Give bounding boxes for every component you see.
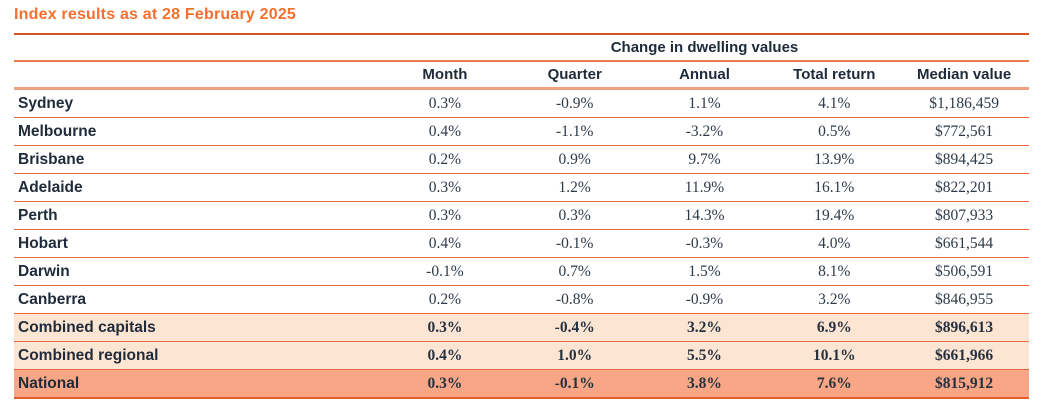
cell-annual: -3.2% <box>639 117 770 146</box>
cell-median-value: $822,201 <box>899 173 1029 202</box>
table-row-combined-capitals: Combined capitals 0.3% -0.4% 3.2% 6.9% $… <box>14 313 1029 342</box>
row-label: Darwin <box>14 257 380 286</box>
cell-annual: 1.5% <box>639 257 770 286</box>
table-header: Change in dwelling values Month Quarter … <box>14 33 1029 90</box>
cell-total-return: 13.9% <box>769 145 900 174</box>
group-header: Change in dwelling values <box>380 33 1029 62</box>
cell-quarter: 1.0% <box>509 341 640 370</box>
column-header-quarter: Quarter <box>509 61 640 90</box>
row-label: National <box>14 369 380 399</box>
cell-median-value: $661,966 <box>899 341 1029 370</box>
row-label: Hobart <box>14 229 380 258</box>
row-label: Sydney <box>14 88 380 118</box>
cell-quarter: -0.1% <box>509 369 640 399</box>
cell-median-value: $661,544 <box>899 229 1029 258</box>
cell-annual: 1.1% <box>639 88 770 118</box>
table-row-melbourne: Melbourne 0.4% -1.1% -3.2% 0.5% $772,561 <box>14 117 1029 146</box>
cell-annual: 9.7% <box>639 145 770 174</box>
cell-annual: 14.3% <box>639 201 770 230</box>
cell-total-return: 3.2% <box>769 285 900 314</box>
cell-quarter: 1.2% <box>509 173 640 202</box>
table-row-brisbane: Brisbane 0.2% 0.9% 9.7% 13.9% $894,425 <box>14 145 1029 174</box>
row-label: Combined capitals <box>14 313 380 342</box>
cell-annual: 3.2% <box>639 313 770 342</box>
column-header-annual: Annual <box>639 61 770 90</box>
cell-median-value: $846,955 <box>899 285 1029 314</box>
row-label: Combined regional <box>14 341 380 370</box>
cell-total-return: 4.1% <box>769 88 900 118</box>
cell-median-value: $815,912 <box>899 369 1029 399</box>
index-results-table: Change in dwelling values Month Quarter … <box>14 33 1029 399</box>
cell-month: 0.3% <box>380 201 510 230</box>
cell-month: 0.3% <box>380 88 510 118</box>
column-header-median-value: Median value <box>899 61 1029 90</box>
cell-month: 0.3% <box>380 173 510 202</box>
cell-total-return: 0.5% <box>769 117 900 146</box>
table-row-perth: Perth 0.3% 0.3% 14.3% 19.4% $807,933 <box>14 201 1029 230</box>
cell-total-return: 6.9% <box>769 313 900 342</box>
table-row-combined-regional: Combined regional 0.4% 1.0% 5.5% 10.1% $… <box>14 341 1029 370</box>
cell-median-value: $1,186,459 <box>899 88 1029 118</box>
cell-median-value: $807,933 <box>899 201 1029 230</box>
cell-quarter: 0.7% <box>509 257 640 286</box>
column-header-total-return: Total return <box>769 61 900 90</box>
cell-annual: 5.5% <box>639 341 770 370</box>
cell-annual: 11.9% <box>639 173 770 202</box>
table-row-darwin: Darwin -0.1% 0.7% 1.5% 8.1% $506,591 <box>14 257 1029 286</box>
table-row-adelaide: Adelaide 0.3% 1.2% 11.9% 16.1% $822,201 <box>14 173 1029 202</box>
table-row-hobart: Hobart 0.4% -0.1% -0.3% 4.0% $661,544 <box>14 229 1029 258</box>
cell-month: 0.4% <box>380 117 510 146</box>
group-header-row: Change in dwelling values <box>14 33 1029 62</box>
table-row-sydney: Sydney 0.3% -0.9% 1.1% 4.1% $1,186,459 <box>14 88 1029 118</box>
cell-quarter: 0.9% <box>509 145 640 174</box>
cell-median-value: $772,561 <box>899 117 1029 146</box>
cell-month: 0.3% <box>380 313 510 342</box>
row-label: Perth <box>14 201 380 230</box>
cell-annual: -0.3% <box>639 229 770 258</box>
cell-total-return: 19.4% <box>769 201 900 230</box>
cell-annual: -0.9% <box>639 285 770 314</box>
cell-month: -0.1% <box>380 257 510 286</box>
cell-quarter: -0.8% <box>509 285 640 314</box>
table-row-canberra: Canberra 0.2% -0.8% -0.9% 3.2% $846,955 <box>14 285 1029 314</box>
row-label: Adelaide <box>14 173 380 202</box>
column-header-month: Month <box>380 61 510 90</box>
cell-median-value: $896,613 <box>899 313 1029 342</box>
cell-month: 0.3% <box>380 369 510 399</box>
cell-median-value: $506,591 <box>899 257 1029 286</box>
cell-month: 0.4% <box>380 229 510 258</box>
table-body: Sydney 0.3% -0.9% 1.1% 4.1% $1,186,459 M… <box>14 88 1029 399</box>
table-row-national: National 0.3% -0.1% 3.8% 7.6% $815,912 <box>14 369 1029 399</box>
cell-total-return: 16.1% <box>769 173 900 202</box>
cell-quarter: -0.1% <box>509 229 640 258</box>
page-title: Index results as at 28 February 2025 <box>14 6 297 23</box>
cell-month: 0.2% <box>380 145 510 174</box>
cell-total-return: 8.1% <box>769 257 900 286</box>
cell-total-return: 7.6% <box>769 369 900 399</box>
cell-total-return: 4.0% <box>769 229 900 258</box>
corner-spacer <box>14 33 380 62</box>
cell-month: 0.4% <box>380 341 510 370</box>
cell-month: 0.2% <box>380 285 510 314</box>
column-header-row: Month Quarter Annual Total return Median… <box>14 61 1029 90</box>
cell-quarter: -1.1% <box>509 117 640 146</box>
row-label: Brisbane <box>14 145 380 174</box>
cell-quarter: 0.3% <box>509 201 640 230</box>
cell-quarter: -0.9% <box>509 88 640 118</box>
cell-total-return: 10.1% <box>769 341 900 370</box>
cell-median-value: $894,425 <box>899 145 1029 174</box>
row-label: Melbourne <box>14 117 380 146</box>
row-label: Canberra <box>14 285 380 314</box>
cell-quarter: -0.4% <box>509 313 640 342</box>
corner-spacer <box>14 61 380 90</box>
cell-annual: 3.8% <box>639 369 770 399</box>
